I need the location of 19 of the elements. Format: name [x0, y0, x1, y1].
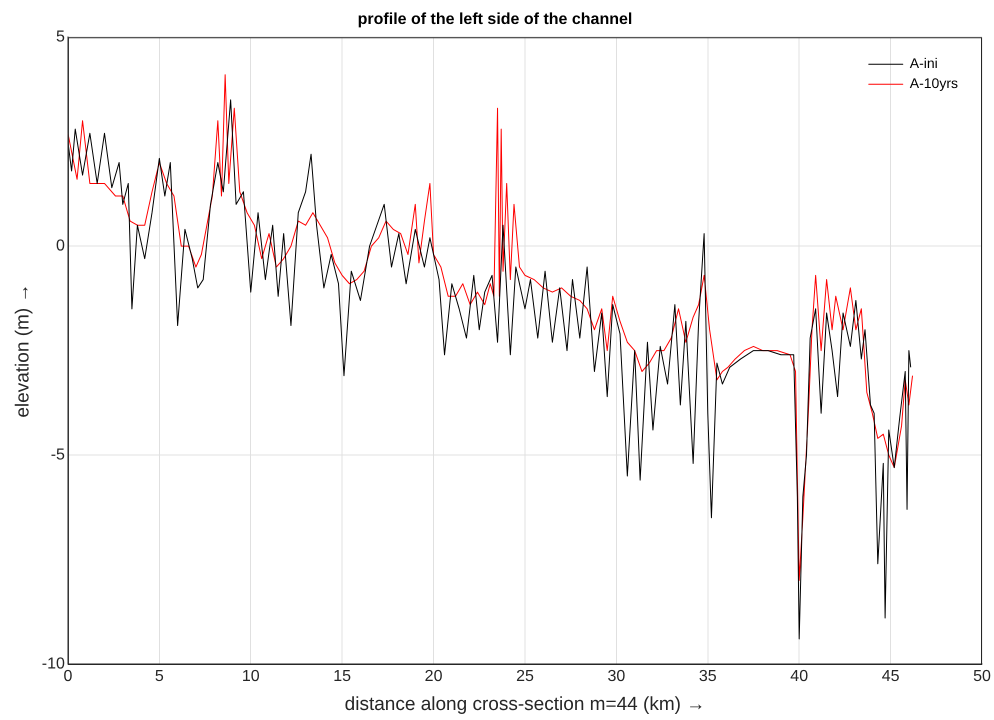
x-tick-label: 35 [698, 668, 717, 686]
x-tick-label: 15 [333, 668, 352, 686]
x-tick-label: 20 [424, 668, 443, 686]
x-tick-label: 10 [242, 668, 260, 686]
y-tick-label: -5 [50, 446, 66, 464]
y-tick-label: -10 [42, 655, 66, 672]
x-tick-label: 40 [790, 668, 808, 686]
legend-label: A-ini [910, 55, 938, 72]
chart-title: profile of the left side of the channel [358, 11, 632, 28]
y-axis-title: elevation (m) → [12, 284, 34, 418]
x-tick-label: 50 [973, 668, 991, 686]
y-tick-label: 0 [56, 238, 66, 255]
x-tick-label: 30 [607, 668, 626, 686]
x-axis-title: distance along cross-section m=44 (km) → [344, 694, 706, 715]
x-tick-label: 45 [882, 668, 900, 686]
x-tick-label: 5 [154, 668, 164, 686]
x-tick-label: 25 [516, 668, 534, 686]
y-tick-label: 5 [56, 28, 66, 46]
legend-label: A-10yrs [910, 75, 958, 92]
